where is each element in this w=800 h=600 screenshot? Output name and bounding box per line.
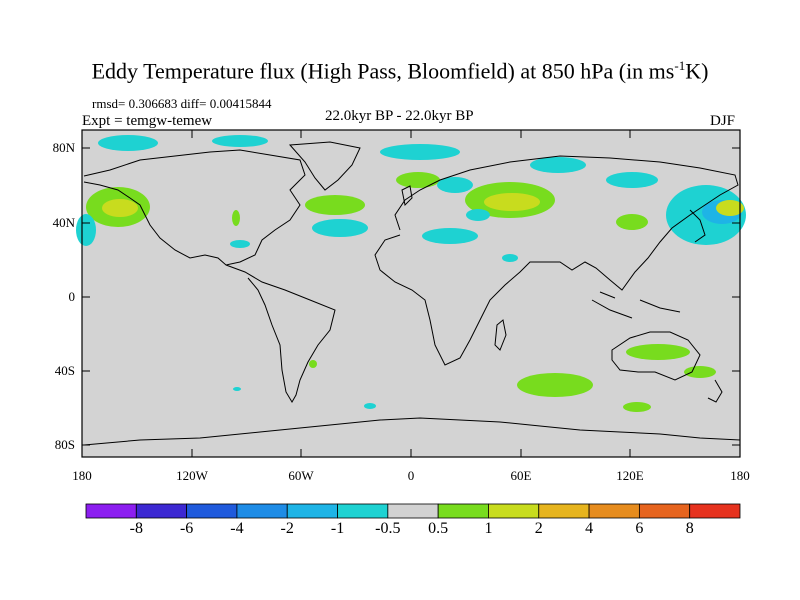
colorbar-label: 8: [685, 520, 694, 537]
colorbar-box: [437, 503, 489, 519]
colorbar-box: [488, 503, 540, 519]
colorbar-box: [538, 503, 590, 519]
title-superscript: -1: [674, 58, 686, 73]
shade-patch: [396, 172, 440, 188]
coast-indonesia: [591, 291, 681, 319]
shade-patch: [233, 387, 241, 391]
colorbar-label: -4: [230, 520, 244, 537]
colorbar: [85, 503, 741, 519]
lat-label-80s: 80S: [54, 437, 75, 452]
lat-label-40n: 40N: [52, 215, 75, 230]
shade-patch: [466, 209, 490, 221]
colorbar-label: -8: [129, 520, 143, 537]
colorbar-box: [286, 503, 338, 519]
coastlines: [83, 141, 741, 446]
colorbar-label: 6: [635, 520, 644, 537]
coast-south-america: [225, 264, 336, 403]
lon-label-60e: 60E: [510, 468, 532, 483]
coast-greenland: [288, 141, 361, 191]
colorbar-box: [85, 503, 137, 519]
shade-patch: [380, 144, 460, 160]
anomaly-shading: [76, 135, 746, 412]
shade-patch: [230, 240, 250, 248]
shade-patch: [98, 135, 158, 151]
lat-ticks: [82, 147, 740, 446]
shade-patch: [530, 157, 586, 173]
shade-patch: [517, 373, 593, 397]
coast-japan: [689, 209, 706, 243]
colorbar-label: -2: [280, 520, 294, 537]
lat-label-40s: 40S: [54, 363, 75, 378]
shade-patch: [364, 403, 376, 409]
lon-label-60w: 60W: [288, 468, 314, 483]
lon-ticks: [81, 130, 741, 457]
season-label: DJF: [710, 113, 736, 129]
colorbar-label: 0.5: [428, 520, 449, 537]
rmsd-diff-stats: rmsd= 0.306683 diff= 0.00415844: [92, 96, 272, 111]
lon-label-120e: 120E: [616, 468, 644, 483]
colorbar-box: [638, 503, 691, 519]
shade-patch: [606, 172, 658, 188]
shade-patch: [716, 200, 744, 216]
shade-patch: [623, 402, 651, 412]
colorbar-label: 4: [585, 520, 594, 537]
coast-madagascar: [494, 319, 507, 351]
shade-patch: [309, 360, 317, 368]
colorbar-box: [387, 503, 439, 519]
shade-patch: [305, 195, 365, 215]
colorbar-label: 1: [484, 520, 493, 537]
shade-patch: [312, 219, 368, 237]
shade-patch: [502, 254, 518, 262]
colorbar-label: -6: [179, 520, 194, 537]
period-label: 22.0kyr BP - 22.0kyr BP: [325, 108, 474, 124]
title-main: Eddy Temperature flux (High Pass, Bloomf…: [91, 58, 675, 84]
colorbar-box: [186, 503, 238, 519]
shade-patch: [684, 366, 716, 378]
colorbar-box: [135, 503, 188, 519]
experiment-label: Expt = temgw-temew: [82, 113, 213, 129]
colorbar-label: -0.5: [375, 520, 401, 537]
coast-uk: [401, 185, 413, 207]
colorbar-label: -1: [330, 520, 345, 537]
shade-patch: [212, 135, 268, 147]
lat-label-0: 0: [68, 289, 76, 304]
shade-patch: [626, 344, 690, 360]
title-end: K): [685, 58, 709, 84]
colorbar-box: [588, 503, 640, 519]
lon-label-180w: 180: [72, 468, 92, 483]
coast-australia: [611, 331, 701, 381]
shade-patch: [616, 214, 648, 230]
coast-north-america: [83, 149, 306, 266]
colorbar-box: [689, 503, 741, 519]
colorbar-labels: -8 -6 -4 -2 -1 -0.5 0.5 1 2 4 6 8: [0, 520, 800, 544]
lon-label-0: 0: [407, 468, 415, 483]
shade-patch: [102, 199, 138, 217]
plot-title: Eddy Temperature flux (High Pass, Bloomf…: [0, 58, 800, 84]
colorbar-box: [337, 503, 389, 519]
shade-patch: [484, 193, 540, 211]
lon-label-120w: 120W: [176, 468, 208, 483]
lon-label-180e: 180: [730, 468, 750, 483]
shade-patch: [437, 177, 473, 193]
coast-antarctica: [83, 417, 741, 446]
coast-eurasia-africa: [374, 155, 739, 366]
colorbar-box: [236, 503, 288, 519]
shade-patch: [76, 214, 96, 246]
lat-label-80n: 80N: [52, 140, 75, 155]
colorbar-label: 2: [534, 520, 543, 537]
shade-patch: [232, 210, 240, 226]
coast-new-zealand: [707, 379, 723, 403]
shade-patch: [422, 228, 478, 244]
